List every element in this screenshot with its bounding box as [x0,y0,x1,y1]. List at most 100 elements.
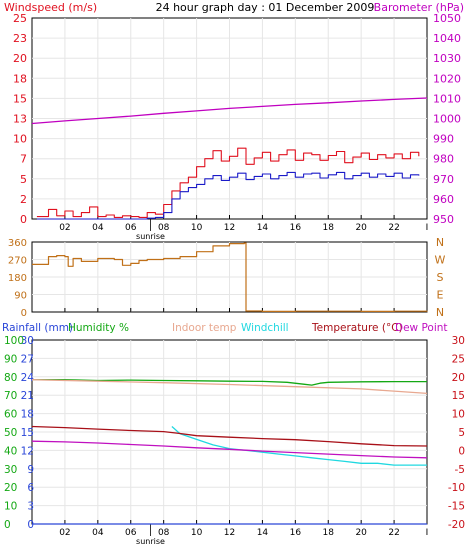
temperature-chart-xtick-label: 22 [388,528,399,538]
wind-ytick-label: 5 [20,173,27,186]
rain-ytick-label: 9 [27,464,34,476]
temperature-ytick-label: -10 [448,482,465,494]
rain-ytick-label: 0 [27,519,34,531]
wind-ytick-label: 13 [13,113,27,126]
rain-ytick-label: 18 [21,409,34,421]
wind-ytick-label: 25 [13,12,27,25]
wind-chart-xtick-label: 20 [355,223,367,233]
barometer-ytick-label: 1020 [433,72,461,85]
wind-chart-xtick-label: 08 [158,223,170,233]
humidity-series-line [32,378,427,386]
temperature-ytick-label: 0 [458,445,465,457]
wind-ytick-label: 2 [20,193,27,206]
rain-ytick-label: 15 [21,427,34,439]
temperature-chart-xtick-label: 02 [59,528,70,538]
humidity-ytick-label: 50 [4,427,17,439]
wind-ytick-label: 23 [13,32,27,45]
wind-chart-xtick-label: 06 [125,223,137,233]
humidity-ytick-label: 70 [4,390,17,402]
compass-tick-label: N [436,236,444,249]
temperature-chart-xtick-label: 16 [290,528,302,538]
temperature-ytick-label: 30 [452,335,465,347]
wind-axis-title: Windspeed (m/s) [4,1,97,14]
windchill-series-line [171,426,427,466]
compass-tick-label: E [437,289,444,302]
dewpoint-series-line [31,440,428,459]
legend-entry: Windchill [241,322,289,334]
wind-ytick-label: 10 [13,133,27,146]
wind-ytick-label: 20 [13,52,27,65]
wind-chart-xtick-label: 16 [290,223,302,233]
temperature-chart-xtick-label: 10 [191,528,203,538]
compass-tick-label: N [436,306,444,319]
humidity-ytick-label: 60 [4,409,17,421]
rain-ytick-label: 12 [21,445,34,457]
temperature-ytick-label: 15 [452,390,465,402]
wind-ytick-label: 18 [13,72,27,85]
legend-entry: Humidity % [68,322,129,334]
temperature-chart-xtick-label: 04 [92,528,104,538]
wind-chart-xtick-last: I [426,223,429,233]
barometer-ytick-label: 1000 [433,113,461,126]
compass-tick-label: W [435,254,446,267]
temperature-ytick-label: 5 [458,427,465,439]
temperature-humidity-panel: Rainfall (mm)Humidity % Indoor temp Windch… [2,322,465,546]
temperature-ytick-label: -5 [455,464,465,476]
indoor-temp-series-line [31,379,428,395]
temperature-chart-xtick-label: 06 [125,528,137,538]
legend-entry: Rainfall (mm) [2,322,73,334]
humidity-ytick-label: 40 [4,445,17,457]
temperature-chart-xtick-label: 18 [323,528,335,538]
barometer-ytick-label: 1050 [433,12,461,25]
humidity-ytick-label: 30 [4,464,17,476]
humidity-ytick-label: 100 [4,335,24,347]
temperature-ytick-label: 20 [452,372,465,384]
temperature-chart-xtick-label: 12 [224,528,235,538]
temperature-ytick-label: -20 [448,519,465,531]
temperature-ytick-label: 10 [452,409,465,421]
barometer-ytick-label: 1030 [433,52,461,65]
temperature-chart-sunrise-label: sunrise [136,537,165,546]
barometer-ytick-label: 1040 [433,32,461,45]
wind-chart-xtick-label: 18 [323,223,335,233]
legend-entry: Indoor temp [172,322,237,334]
direction-ytick-label: 360 [8,238,27,249]
wind-chart-xtick-label: 10 [191,223,203,233]
direction-ytick-label: 0 [21,308,27,319]
temperature-chart-xtick-last: I [426,528,429,538]
barometer-axis-title: Barometer (hPa) [374,1,464,14]
humidity-ytick-label: 80 [4,372,17,384]
rain-ytick-label: 30 [21,335,34,347]
humidity-ytick-label: 10 [4,501,17,513]
rain-ytick-label: 24 [21,372,35,384]
temperature-chart-xtick-label: 14 [257,528,269,538]
wind-ytick-label: 7 [20,153,27,166]
direction-ytick-label: 270 [8,256,27,267]
compass-tick-label: S [437,271,444,284]
direction-ytick-label: 180 [8,273,27,284]
wind-chart-sunrise-label: sunrise [136,232,165,241]
rain-ytick-label: 27 [21,353,34,365]
wind-average-series-line [36,171,420,220]
barometer-ytick-label: 990 [433,133,454,146]
barometer-ytick-label: 950 [433,213,454,226]
wind-direction-series-line [32,242,428,312]
humidity-ytick-label: 20 [4,482,17,494]
wind-barometer-panel: Windspeed (m/s) 24 hour graph day : 01 De… [4,1,464,241]
humidity-ytick-label: 0 [4,519,11,531]
rain-ytick-label: 6 [27,482,34,494]
wind-chart-xtick-label: 02 [59,223,70,233]
legend-entry: Dew Point [395,322,448,334]
chart-title: 24 hour graph day : 01 December 2009 [156,1,375,14]
windspeed-series-line [36,147,420,218]
legend-entry: Temperature (°C) [311,322,403,334]
wind-chart-xtick-label: 04 [92,223,104,233]
wind-ytick-label: 0 [20,213,27,226]
barometer-ytick-label: 1010 [433,92,461,105]
temperature-chart-xtick-label: 20 [355,528,367,538]
wind-chart-xtick-label: 14 [257,223,269,233]
temperature-series-line [31,425,428,447]
barometer-ytick-label: 980 [433,153,454,166]
